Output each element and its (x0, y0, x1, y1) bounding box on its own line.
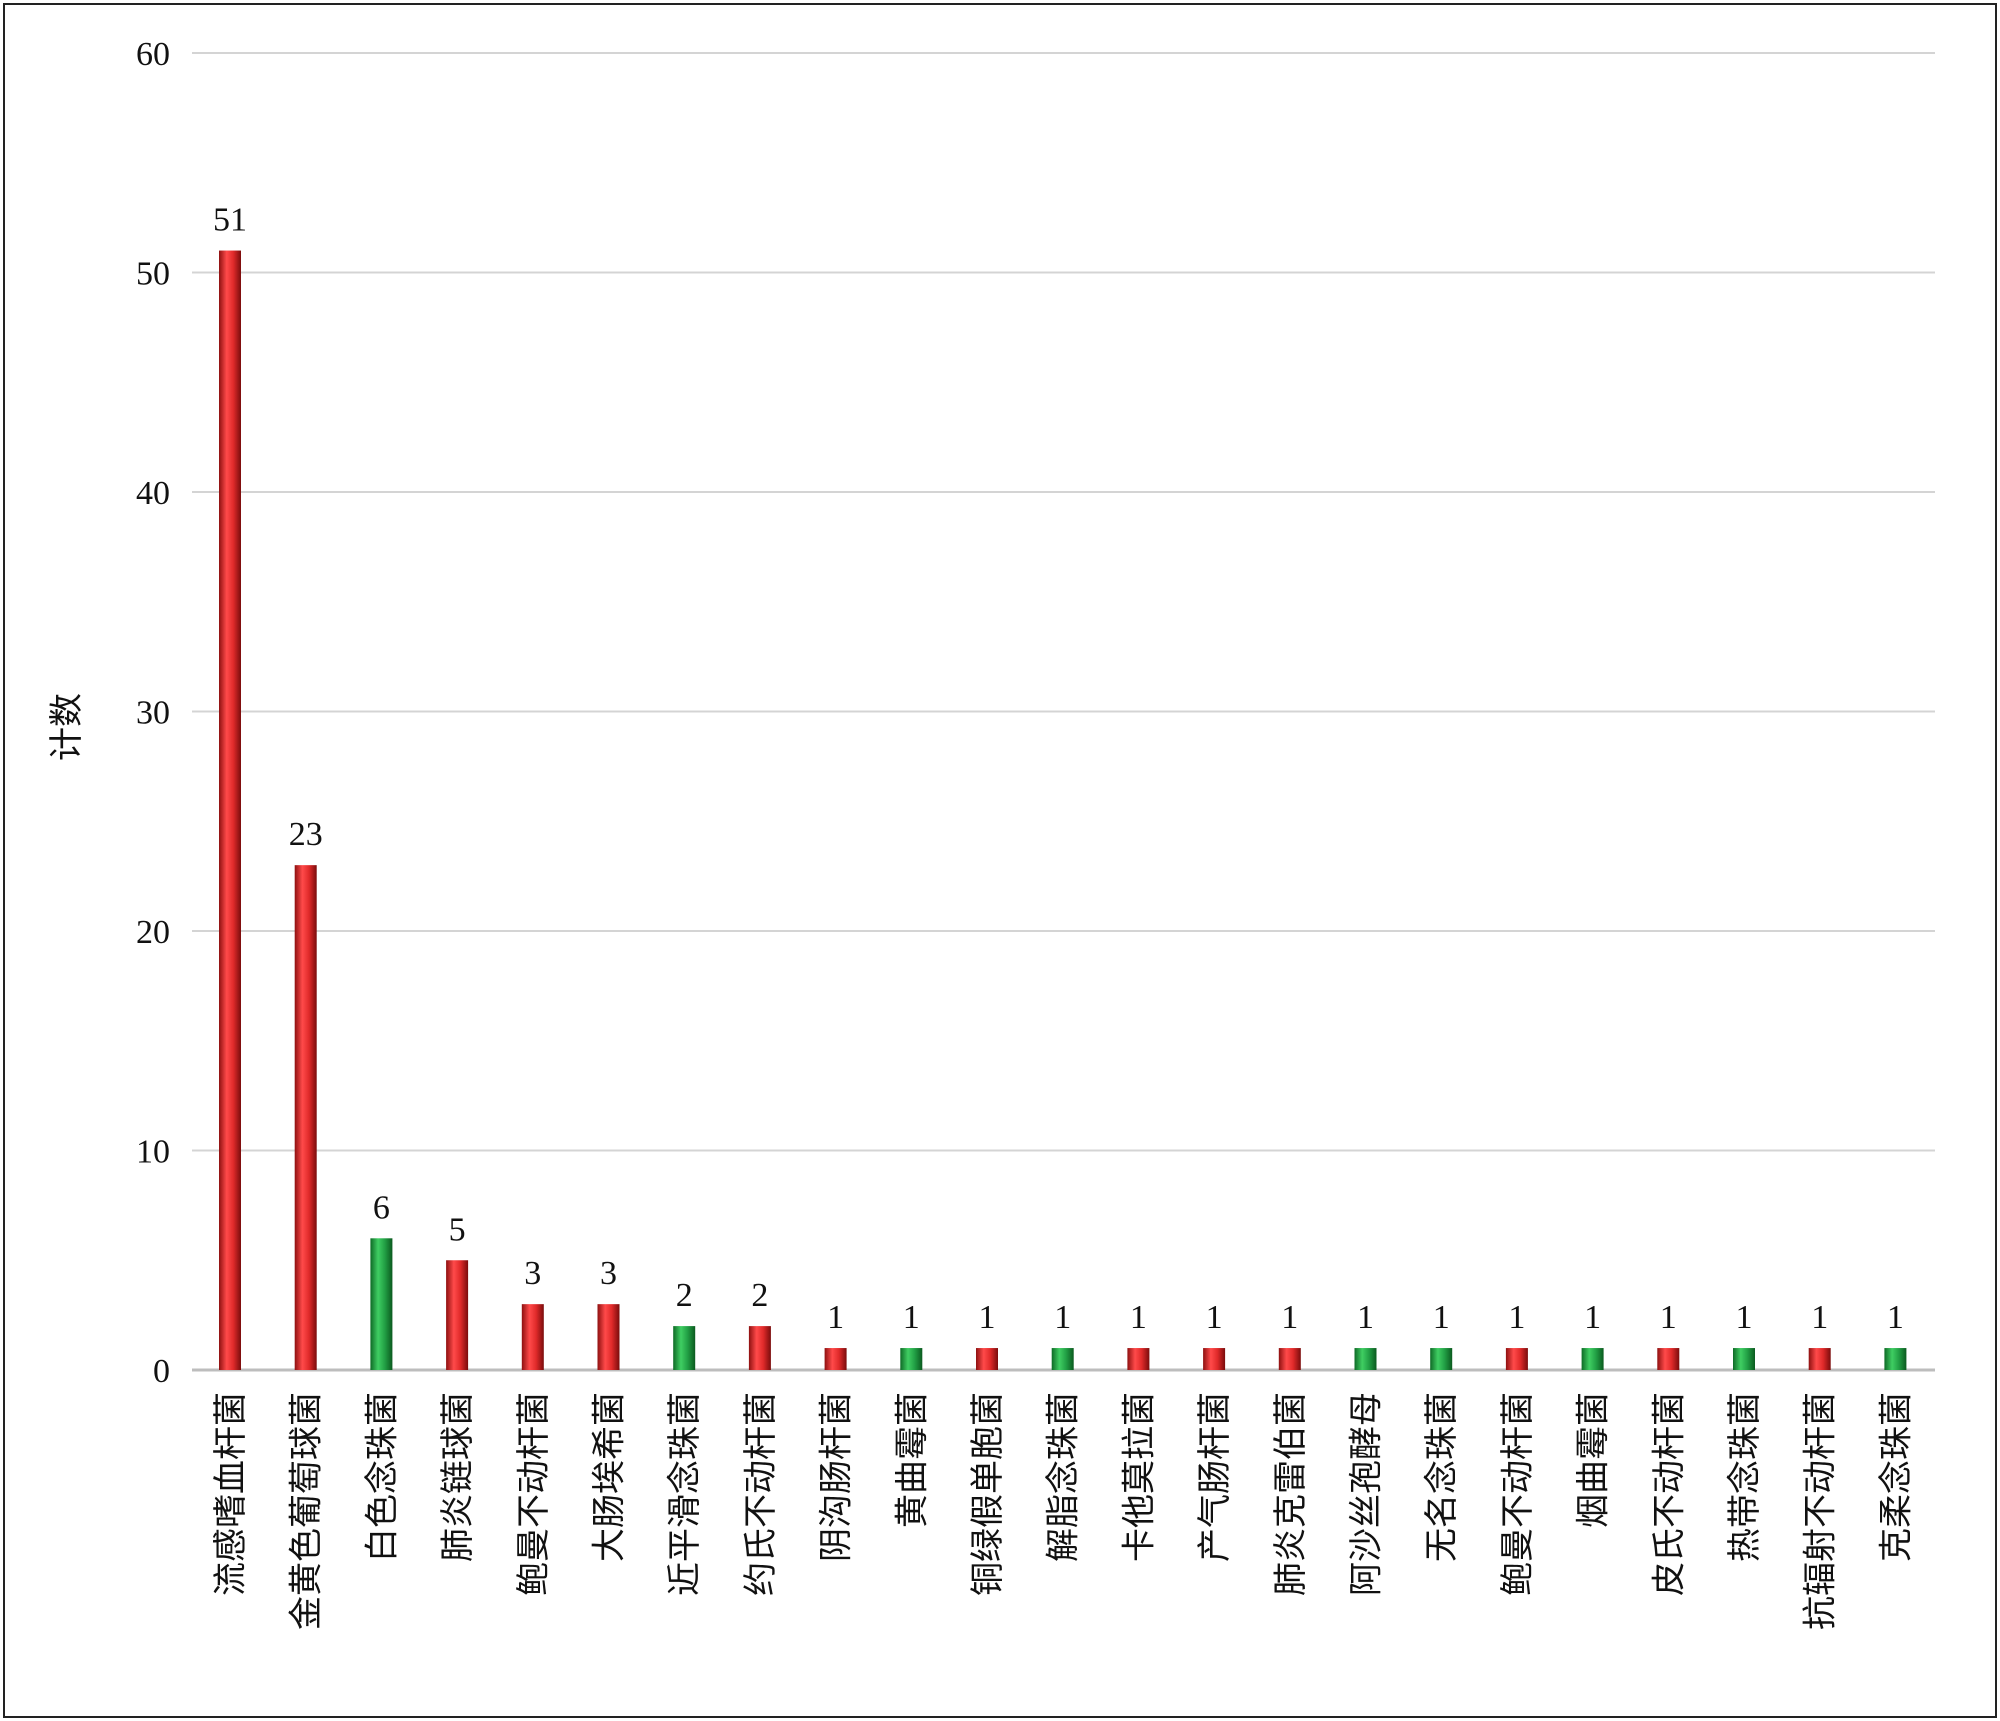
x-category-label: 近平滑念珠菌 (665, 1392, 705, 1596)
bar-value-label: 23 (289, 816, 323, 853)
x-category-label: 黄曲霉菌 (892, 1392, 932, 1528)
bar-value-label: 1 (1736, 1299, 1753, 1336)
bar (824, 1348, 847, 1370)
bar (370, 1238, 393, 1370)
bar (521, 1304, 544, 1370)
bar (900, 1348, 923, 1370)
bar-value-label: 1 (903, 1299, 920, 1336)
y-tick-label: 60 (136, 36, 170, 73)
bar-value-label: 1 (1508, 1299, 1525, 1336)
bar-value-label: 1 (979, 1299, 996, 1336)
gridlines (192, 52, 1935, 1372)
x-category-label: 卡他莫拉菌 (1119, 1392, 1159, 1562)
bar (1278, 1348, 1301, 1370)
bar-value-label: 1 (1887, 1299, 1904, 1336)
bar (219, 250, 241, 1370)
x-category-label: 流感嗜血杆菌 (211, 1392, 251, 1596)
bar-value-label: 2 (676, 1277, 693, 1314)
x-category-label: 肺炎链球菌 (438, 1392, 478, 1562)
bar-value-label: 1 (1433, 1299, 1450, 1336)
x-category-label: 铜绿假单胞菌 (968, 1392, 1008, 1596)
bar-value-label: 51 (213, 202, 247, 239)
y-tick-label: 20 (136, 914, 170, 951)
x-category-label: 无名念珠菌 (1422, 1392, 1462, 1562)
bar-value-label: 1 (1811, 1299, 1828, 1336)
x-category-label: 热带念珠菌 (1725, 1392, 1765, 1562)
bar-value-label: 3 (600, 1255, 617, 1292)
x-category-label: 阴沟肠杆菌 (817, 1392, 857, 1562)
x-category-label: 烟曲霉菌 (1574, 1392, 1614, 1528)
bar-value-label: 5 (449, 1211, 466, 1248)
y-axis-title: 计数 (47, 693, 87, 761)
x-category-label: 解脂念珠菌 (1044, 1392, 1084, 1562)
x-category-label: 阿沙丝孢酵母 (1347, 1392, 1387, 1596)
x-category-label: 肺炎克雷伯菌 (1271, 1392, 1311, 1596)
bar-value-label: 1 (1357, 1299, 1374, 1336)
y-tick-label: 50 (136, 256, 170, 293)
x-axis-category-labels: 流感嗜血杆菌 金黄色葡萄球菌 白色念珠菌 肺炎链球菌 鲍曼不动杆菌 大肠埃希菌 近平滑念珠菌… (211, 1392, 1916, 1630)
y-tick-label: 40 (136, 475, 170, 512)
x-category-label: 大肠埃希菌 (590, 1392, 630, 1562)
bar (294, 865, 317, 1370)
bar-value-label: 1 (1281, 1299, 1298, 1336)
bar (1884, 1348, 1907, 1370)
bar (1203, 1348, 1226, 1370)
y-tick-label: 10 (136, 1134, 170, 1171)
bar (1733, 1348, 1755, 1370)
bar (446, 1260, 469, 1370)
bar-value-label: 1 (1130, 1299, 1147, 1336)
bar-value-label: 1 (827, 1299, 844, 1336)
bar (597, 1304, 620, 1370)
bar (673, 1326, 696, 1370)
bar (1127, 1348, 1150, 1370)
x-category-label: 白色念珠菌 (362, 1392, 402, 1562)
bar (1505, 1348, 1528, 1370)
bar (1354, 1348, 1377, 1370)
x-category-label: 金黄色葡萄球菌 (287, 1392, 327, 1630)
x-category-label: 产气肠杆菌 (1195, 1392, 1235, 1562)
bar-value-label: 2 (751, 1277, 768, 1314)
bar (1581, 1348, 1604, 1370)
x-category-label: 克柔念珠菌 (1876, 1392, 1916, 1562)
chart-frame (3, 3, 1997, 1718)
bar (1657, 1348, 1680, 1370)
data-labels: 51 23 6 5 3 3 2 2 1 1 1 1 1 1 1 1 1 1 1 1 1 1 1 (213, 202, 1904, 1337)
x-category-label: 鲍曼不动杆菌 (514, 1392, 554, 1596)
bar-value-label: 1 (1206, 1299, 1223, 1336)
bar-value-label: 1 (1660, 1299, 1677, 1336)
y-tick-label: 0 (153, 1353, 170, 1390)
bar (1051, 1348, 1074, 1370)
bar (1430, 1348, 1453, 1370)
x-category-label: 抗辐射不动杆菌 (1801, 1392, 1841, 1630)
x-category-label: 皮氏不动杆菌 (1649, 1392, 1689, 1596)
bar (1808, 1348, 1831, 1370)
x-category-label: 鲍曼不动杆菌 (1498, 1392, 1538, 1596)
bar-value-label: 6 (373, 1189, 390, 1226)
bars (219, 250, 1907, 1370)
bar-value-label: 3 (524, 1255, 541, 1292)
x-category-label: 约氏不动杆菌 (741, 1392, 781, 1596)
bar-value-label: 1 (1054, 1299, 1071, 1336)
y-axis-tick-labels: 0 10 20 30 40 50 60 (136, 36, 170, 1390)
y-tick-label: 30 (136, 695, 170, 732)
bar-value-label: 1 (1584, 1299, 1601, 1336)
bar (748, 1326, 771, 1370)
bar (976, 1348, 998, 1370)
